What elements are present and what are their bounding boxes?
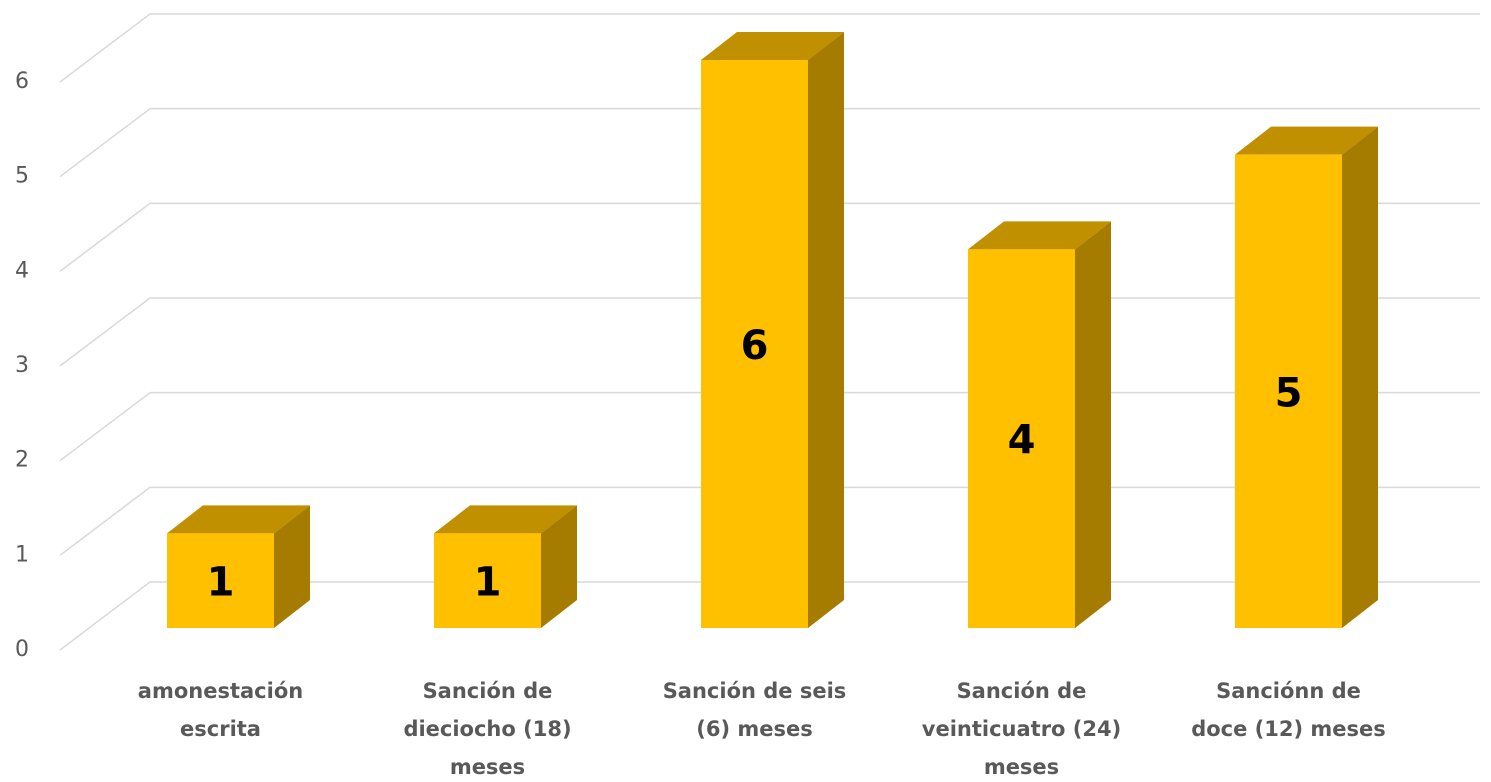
side-grid-line [59, 581, 151, 651]
side-grid-line [59, 486, 151, 556]
bar-top [1235, 126, 1378, 155]
bar-top [701, 32, 844, 60]
x-tick-line: Sanción de [423, 679, 553, 703]
value-label: 1 [474, 560, 502, 606]
x-tick-line: veinticuatro (24) [922, 717, 1121, 741]
x-tick-label: amonestación escrita [138, 679, 303, 741]
value-label: 6 [741, 323, 769, 369]
value-label: 4 [1008, 418, 1036, 464]
y-tick-label: 4 [15, 258, 29, 283]
y-tick-label: 3 [15, 353, 29, 378]
side-grid-line [59, 202, 151, 272]
y-tick-label: 1 [15, 542, 29, 567]
x-tick-line: (6) meses [696, 717, 812, 741]
side-grid-line [59, 13, 151, 83]
side-grid-line [59, 108, 151, 178]
x-tick-line: Sanciónn de [1216, 679, 1361, 703]
x-tick-line: escrita [180, 717, 261, 741]
y-tick-label: 0 [15, 637, 29, 662]
bar [434, 533, 541, 628]
bar-side [541, 505, 577, 628]
x-tick-line: Sanción de [957, 679, 1087, 703]
bar [1235, 154, 1342, 628]
bar-top [167, 505, 310, 534]
bar-side [1075, 221, 1111, 629]
side-grid-line [59, 297, 151, 367]
x-tick-line: meses [450, 755, 525, 779]
bar-side [1342, 126, 1378, 629]
bar [968, 249, 1075, 629]
x-tick-line: Sanción de seis [663, 679, 847, 703]
x-tick-label: Sanción de veinticuatro (24) meses [922, 679, 1121, 779]
bar [167, 533, 274, 628]
x-tick-label: Sanción de seis (6) meses [663, 679, 847, 741]
y-tick-label: 5 [15, 164, 29, 189]
x-tick-line: meses [984, 755, 1059, 779]
x-tick-label: Sanción de dieciocho (18) meses [403, 679, 571, 779]
x-tick-line: doce (12) meses [1191, 717, 1386, 741]
bar [701, 60, 808, 628]
y-tick-label: 6 [15, 69, 29, 94]
x-tick-line: amonestación [138, 679, 303, 703]
bar-top [434, 505, 577, 534]
x-tick-line: dieciocho (18) [403, 717, 571, 741]
bar-side [808, 32, 844, 628]
value-label: 1 [207, 560, 235, 606]
side-grid-line [59, 392, 151, 462]
x-tick-label: Sanciónn de doce (12) meses [1191, 679, 1386, 741]
value-label: 5 [1275, 370, 1303, 416]
y-tick-label: 2 [15, 448, 29, 473]
bar-side [274, 505, 310, 628]
bar-top [968, 221, 1111, 250]
